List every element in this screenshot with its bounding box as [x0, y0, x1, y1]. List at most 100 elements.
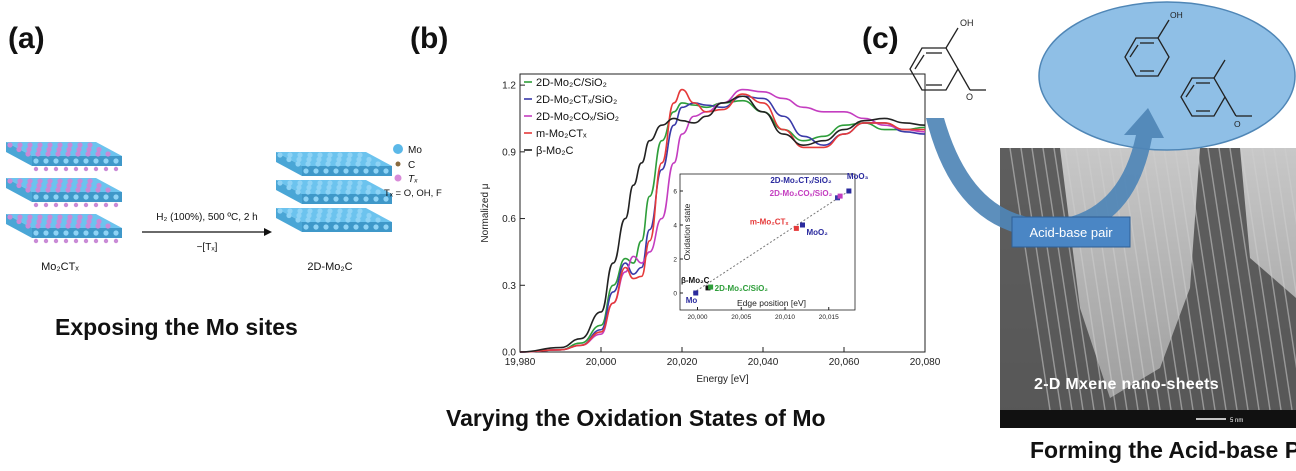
tem-lattice-fringe: [1229, 148, 1271, 411]
y-tick-label: 0.0: [502, 348, 516, 359]
inset-x-tick-label: 20,005: [731, 314, 751, 321]
phenol-molecule: [1124, 19, 1170, 77]
plot-frame: [519, 73, 926, 353]
x-tick-label: 20,040: [748, 357, 779, 368]
tem-lattice-fringe: [1053, 148, 1095, 411]
legend-label: m-Mo₂CTₓ: [536, 128, 587, 140]
tem-scale-bar-strip: [1000, 410, 1296, 428]
tem-lattice-fringe: [1185, 148, 1227, 411]
inset-point-1: [705, 285, 711, 291]
legend-label: 2D-Mo₂CTₓ/SiO₂: [536, 94, 617, 106]
tem-lattice-fringe: [1009, 148, 1051, 411]
panel-b-caption: Varying the Oxidation States of Mo: [446, 405, 826, 431]
tem-lattice-fringe: [1207, 148, 1249, 411]
guaiacol-oh: OH: [960, 18, 974, 28]
guaiacol-molecule: [909, 27, 986, 91]
x-tick-label: 19,980: [505, 357, 536, 368]
x-tick-label: 20,020: [667, 357, 698, 368]
tem-lattice-fringe: [1097, 148, 1139, 411]
product-ellipse: [1038, 1, 1296, 151]
panel-b-label: (b): [410, 22, 449, 55]
series-line-3: [519, 88, 925, 353]
series-line-4: [519, 95, 926, 353]
inset-point-6: [837, 193, 843, 199]
panel-a-caption: Exposing the Mo sites: [55, 314, 298, 340]
reaction-arrow-head: [264, 228, 272, 236]
tem-lattice-fringe: [1262, 148, 1296, 369]
sheets-label: 2-D Mxene nano-sheets: [1034, 376, 1220, 393]
tem-lattice-fringe: [1273, 148, 1296, 297]
inset-point-3: [793, 225, 799, 231]
conversion-arrow: [926, 108, 1164, 239]
legend-t-swatch: [394, 174, 402, 182]
y-tick-label: 0.9: [502, 147, 516, 158]
reactant-layer: [6, 142, 122, 172]
legend-t-note: Tₓ = O, OH, F: [384, 188, 442, 199]
y-tick-label: 1.2: [502, 81, 516, 92]
acid-base-label: Acid-base pair: [1029, 225, 1113, 240]
y-tick-label: 0.6: [502, 214, 516, 225]
mxene-tem-image: 5 nm: [1000, 148, 1296, 428]
reaction-condition: H₂ (100%), 500 ºC, 2 h: [156, 212, 257, 223]
tem-lattice-fringe: [1196, 148, 1238, 411]
tem-scale-label: 5 nm: [1230, 418, 1243, 424]
inset-y-tick-label: 0: [673, 291, 677, 298]
tem-lattice-fringe: [1075, 148, 1117, 411]
acid-base-box: [1011, 216, 1131, 248]
inset-y-tick-label: 4: [673, 223, 677, 230]
inset-point-2: [708, 284, 714, 290]
inset-point-5: [835, 195, 840, 201]
legend-label: β-Mo₂C: [536, 145, 574, 157]
reactant-stack: [6, 142, 122, 244]
inset-point-label: m-Mo₂CTₓ: [750, 217, 789, 226]
legend-label: 2D-Mo₂C/SiO₂: [536, 77, 607, 89]
legend-mo-label: Mo: [408, 145, 422, 156]
inset-x-tick-label: 20,010: [775, 314, 795, 321]
tem-lattice-fringe: [1174, 148, 1216, 411]
inset-x-tick-label: 20,000: [688, 314, 708, 321]
tem-lattice-fringe: [1042, 148, 1084, 411]
x-tick-label: 20,060: [829, 357, 860, 368]
inset-y-label: Oxidation state: [682, 203, 692, 260]
x-tick-label: 20,000: [586, 357, 617, 368]
inset-fit-line: [692, 190, 850, 294]
inset-point-label: MoO₃: [847, 172, 869, 181]
tem-lattice-fringe: [1152, 148, 1194, 411]
inset-point-label: Mo: [686, 296, 698, 305]
inset-y-tick-label: 6: [673, 189, 677, 196]
reaction-removal: −[Tₓ]: [197, 242, 218, 253]
y-tick-label: 0.3: [502, 281, 516, 292]
panel-c-caption: Forming the Acid-base Pai: [1030, 437, 1296, 463]
inset-point-7: [846, 188, 852, 194]
product-layer: [276, 180, 392, 204]
inset-x-tick-label: 20,015: [819, 314, 839, 321]
tem-lattice-fringe: [1218, 148, 1260, 411]
inset-y-tick-label: 2: [673, 257, 677, 264]
tem-lattice-fringe: [1163, 148, 1205, 411]
tem-lattice-fringe: [1284, 148, 1296, 225]
inset-point-0: [693, 290, 699, 296]
tem-lattice-fringe: [1064, 148, 1106, 411]
product-layer: [276, 208, 392, 232]
reactant-layer: [6, 214, 122, 244]
inset-point-label: 2D-Mo₂COₓ/SiO₂: [770, 189, 833, 198]
inset-x-label: Edge position [eV]: [737, 298, 806, 308]
xanes-chart: 19,980 20,000 20,020 20,040 20,060 20,080 0.0 0…: [480, 73, 940, 385]
series-line-0: [519, 99, 926, 353]
tem-lattice-fringe: [1020, 148, 1062, 411]
methylanisole-o: O: [1234, 119, 1241, 129]
legend-c-label: C: [408, 160, 415, 171]
tem-lattice-fringe: [1240, 148, 1282, 411]
y-axis-label: Normalized μ: [480, 183, 491, 242]
tem-lattice-fringe: [1251, 148, 1293, 411]
legend-t-label: Tₓ: [408, 174, 418, 185]
methylanisole-molecule: [1180, 59, 1252, 117]
panel-c-label: (c): [862, 22, 899, 55]
x-axis-label: Energy [eV]: [696, 374, 748, 385]
phenol-oh: OH: [1170, 10, 1183, 20]
reactant-label: Mo₂CTₓ: [41, 261, 79, 273]
product-label: 2D-Mo₂C: [307, 261, 352, 273]
legend-mo-swatch: [393, 144, 403, 154]
tem-lattice-fringe: [1086, 148, 1128, 411]
inset-point-label: β-Mo₂C: [681, 276, 710, 285]
